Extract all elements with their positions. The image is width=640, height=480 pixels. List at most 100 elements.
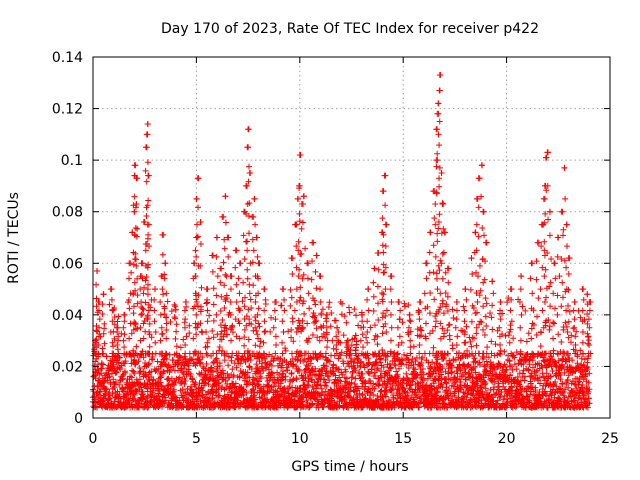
- data-point: [337, 352, 344, 359]
- data-point: [559, 357, 566, 364]
- data-point: [357, 337, 364, 344]
- data-point: [379, 289, 386, 296]
- data-point: [366, 359, 373, 366]
- data-point: [345, 381, 352, 388]
- data-point: [476, 262, 483, 269]
- data-point: [198, 284, 205, 291]
- data-point: [256, 343, 263, 350]
- data-point: [114, 324, 121, 331]
- data-point: [520, 367, 527, 374]
- data-point: [483, 323, 490, 330]
- data-point: [329, 391, 336, 398]
- data-point: [216, 343, 223, 350]
- data-point: [500, 396, 507, 403]
- data-point: [354, 355, 361, 362]
- data-point: [580, 350, 587, 357]
- data-point: [321, 391, 328, 398]
- data-point: [478, 162, 485, 169]
- data-point: [380, 364, 387, 371]
- data-point: [375, 382, 382, 389]
- data-point: [232, 380, 239, 387]
- data-point: [453, 298, 460, 305]
- data-point: [378, 368, 385, 375]
- y-tick-label: 0.08: [52, 205, 83, 221]
- data-point: [339, 371, 346, 378]
- data-point: [535, 377, 542, 384]
- data-point: [130, 310, 137, 317]
- data-point: [145, 307, 152, 314]
- data-point: [317, 323, 324, 330]
- data-point: [321, 382, 328, 389]
- data-point: [529, 383, 536, 390]
- data-point: [450, 356, 457, 363]
- data-point: [559, 390, 566, 397]
- data-point: [313, 385, 320, 392]
- data-point: [537, 380, 544, 387]
- data-point: [300, 271, 307, 278]
- data-point: [227, 286, 234, 293]
- data-point: [462, 369, 469, 376]
- data-point: [113, 379, 120, 386]
- data-point: [159, 330, 166, 337]
- data-point: [262, 328, 269, 335]
- data-point: [355, 385, 362, 392]
- data-point: [133, 200, 140, 207]
- data-point: [98, 360, 105, 367]
- data-point: [434, 286, 441, 293]
- data-point: [352, 347, 359, 354]
- data-point: [163, 355, 170, 362]
- data-point: [299, 219, 306, 226]
- data-point: [220, 259, 227, 266]
- data-point: [435, 100, 442, 107]
- data-point: [332, 372, 339, 379]
- data-point: [130, 395, 137, 402]
- data-point: [213, 253, 220, 260]
- data-point: [157, 311, 164, 318]
- data-point: [448, 368, 455, 375]
- data-point: [571, 316, 578, 323]
- y-tick-labels: 00.020.040.060.080.10.120.14: [52, 50, 83, 427]
- data-point: [457, 379, 464, 386]
- data-point: [233, 281, 240, 288]
- data-point: [144, 291, 151, 298]
- data-point: [125, 297, 132, 304]
- data-point: [190, 335, 197, 342]
- data-point: [295, 317, 302, 324]
- data-point: [563, 264, 570, 271]
- data-point: [233, 298, 240, 305]
- data-point: [489, 278, 496, 285]
- data-point: [255, 260, 262, 267]
- data-point: [180, 336, 187, 343]
- data-point: [227, 298, 234, 305]
- data-point: [479, 225, 486, 232]
- data-point: [136, 365, 143, 372]
- data-point: [379, 215, 386, 222]
- data-point: [220, 370, 227, 377]
- data-point: [497, 341, 504, 348]
- data-point: [372, 372, 379, 379]
- data-point: [439, 297, 446, 304]
- data-point: [445, 370, 452, 377]
- data-point: [476, 175, 483, 182]
- data-point: [198, 369, 205, 376]
- data-point: [342, 368, 349, 375]
- data-point: [287, 286, 294, 293]
- data-point: [132, 162, 139, 169]
- data-point: [158, 383, 165, 390]
- data-point: [141, 284, 148, 291]
- data-point: [549, 400, 556, 407]
- data-point: [281, 296, 288, 303]
- data-point: [514, 386, 521, 393]
- data-point: [146, 360, 153, 367]
- data-point: [507, 326, 514, 333]
- data-point: [252, 317, 259, 324]
- data-point: [543, 392, 550, 399]
- data-point: [383, 221, 390, 228]
- data-point: [537, 286, 544, 293]
- data-point: [446, 386, 453, 393]
- data-point: [245, 126, 252, 133]
- data-point: [403, 370, 410, 377]
- data-point: [250, 392, 257, 399]
- data-point: [439, 365, 446, 372]
- data-point: [387, 311, 394, 318]
